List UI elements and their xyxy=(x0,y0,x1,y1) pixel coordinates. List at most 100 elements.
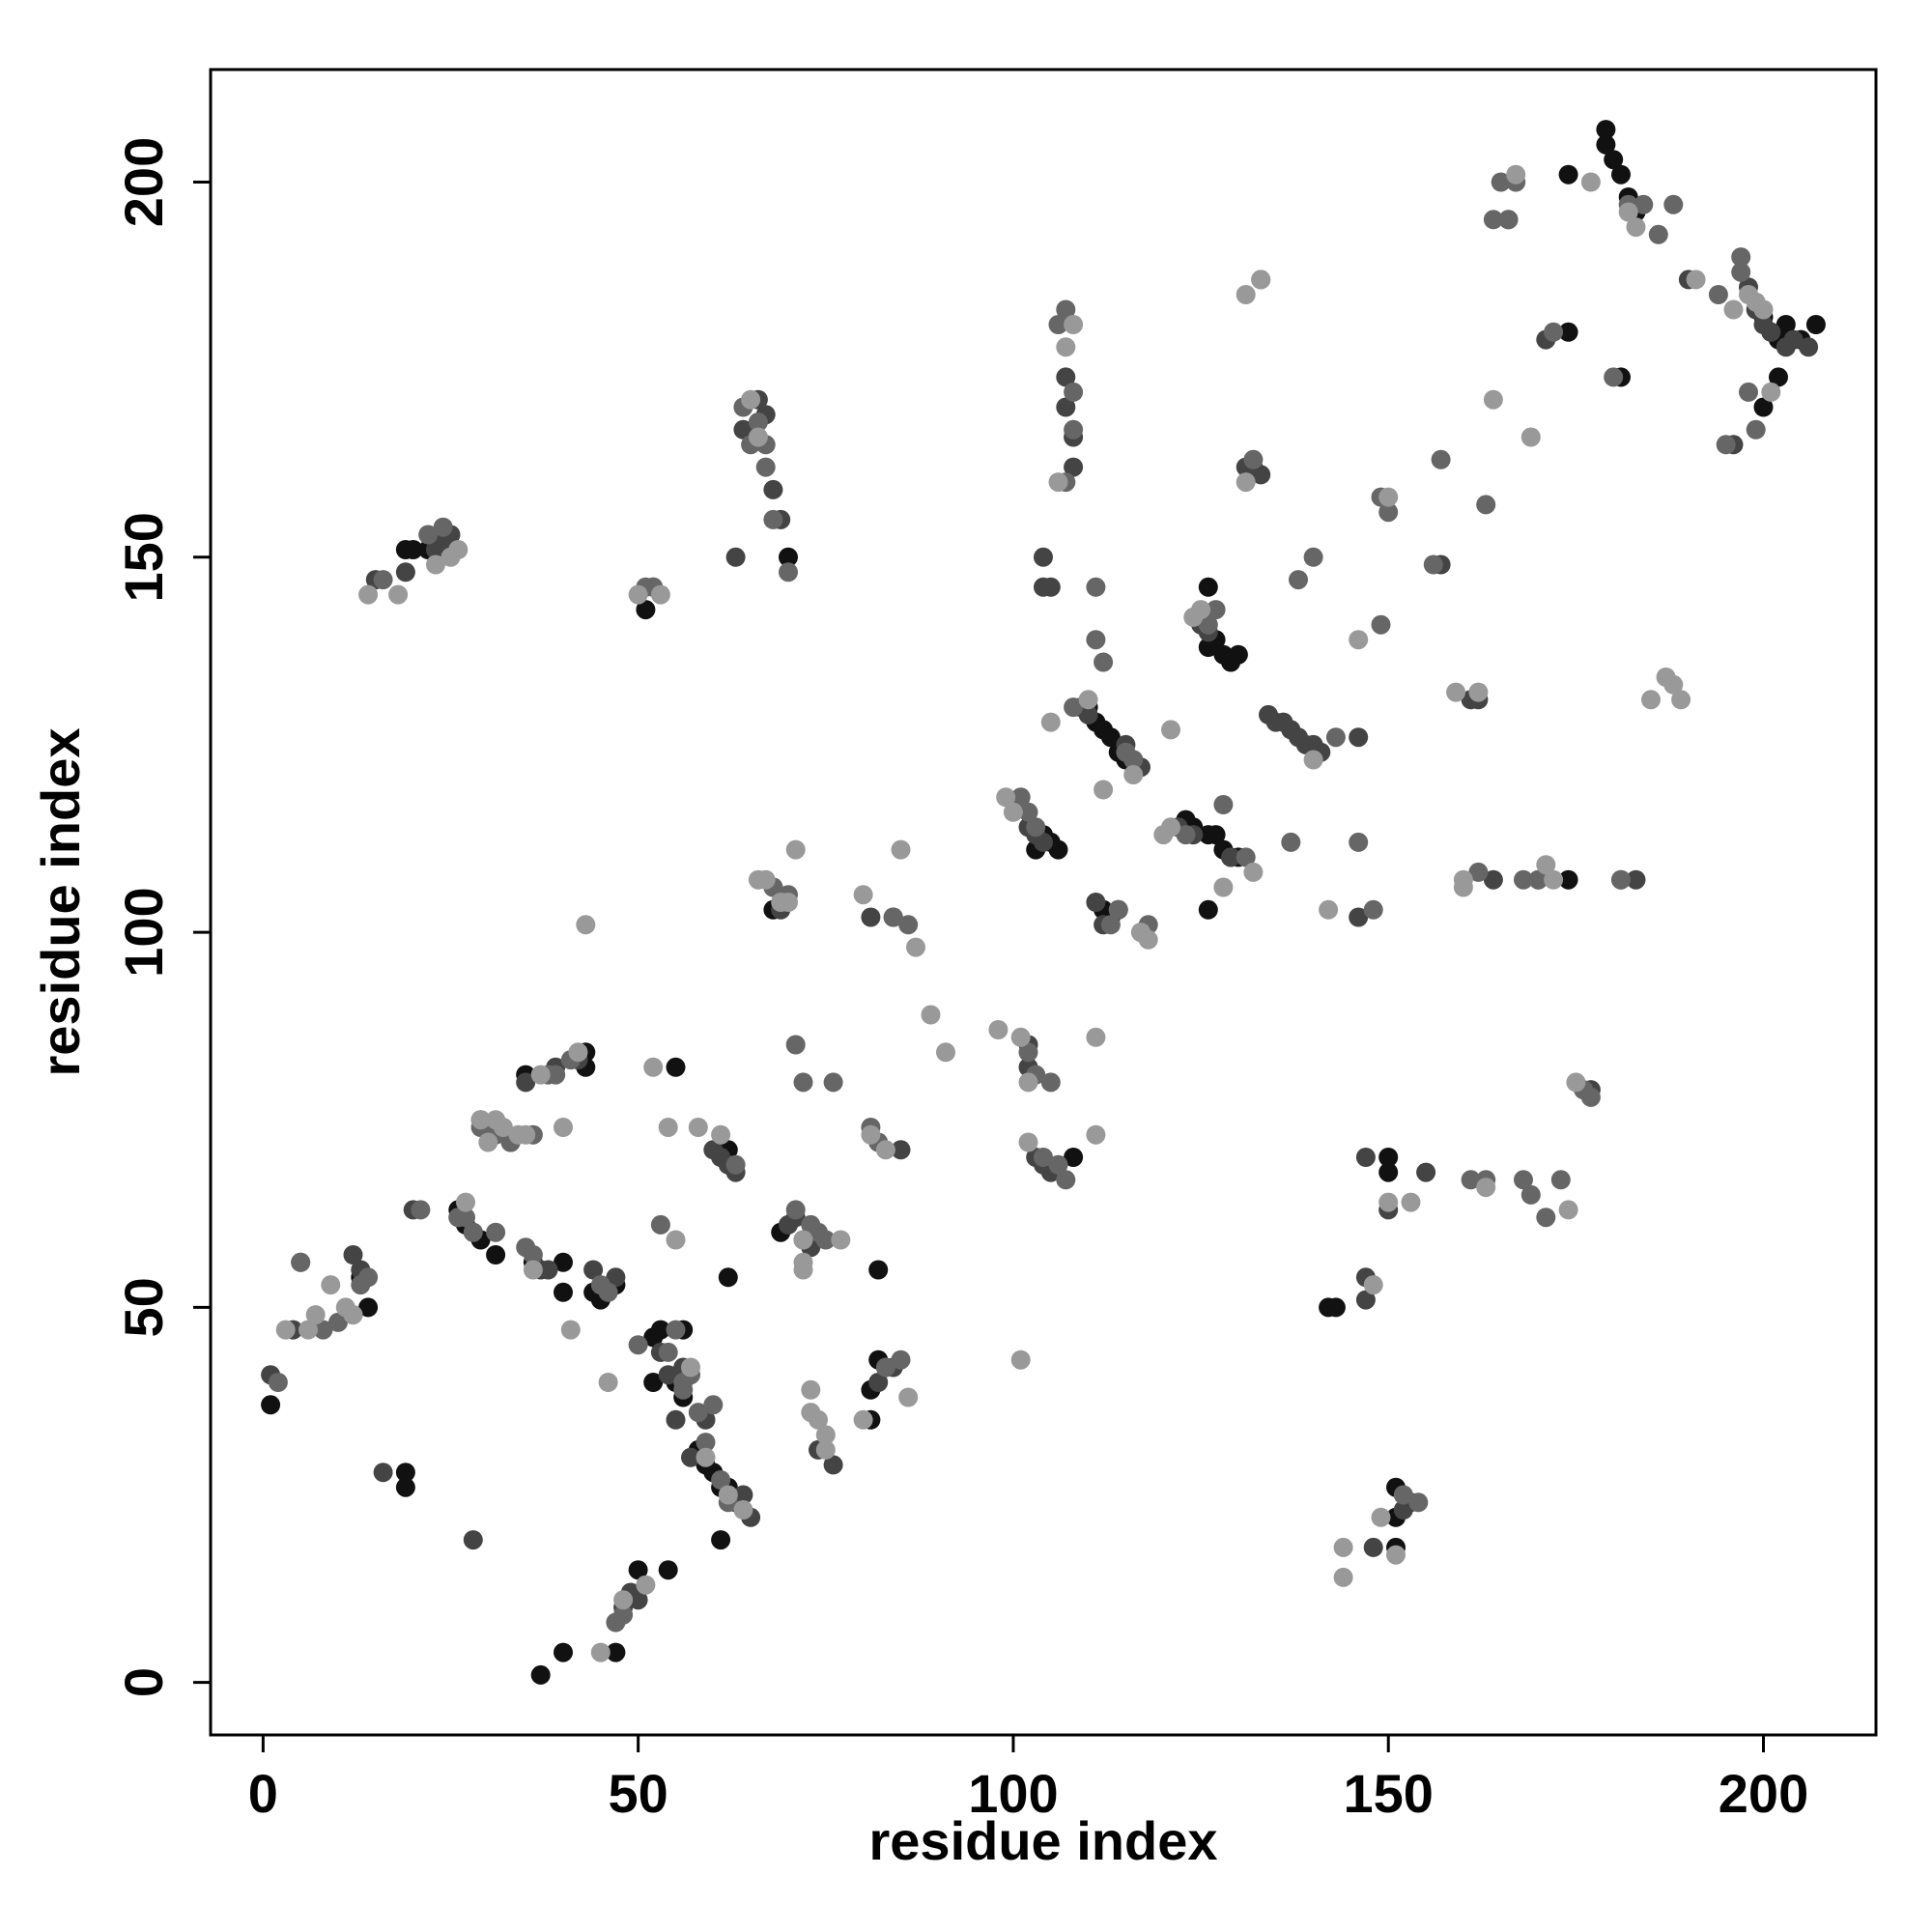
data-point xyxy=(1393,1485,1413,1505)
data-point xyxy=(546,1065,566,1085)
data-point xyxy=(688,1118,708,1137)
data-point xyxy=(1123,750,1144,770)
data-point xyxy=(1236,847,1256,867)
y-axis-label: residue index xyxy=(30,727,91,1076)
data-point xyxy=(1289,570,1308,590)
y-tick-label: 0 xyxy=(113,1667,174,1697)
data-point xyxy=(861,907,881,927)
y-axis-ticks: 0 50 100 150 200 xyxy=(113,137,211,1697)
x-tick-label: 200 xyxy=(1719,1763,1808,1824)
data-point xyxy=(1040,1072,1061,1093)
data-point xyxy=(1161,817,1180,838)
data-point xyxy=(666,1320,686,1340)
data-point xyxy=(1761,382,1781,402)
data-point xyxy=(1514,869,1533,890)
data-point xyxy=(1641,690,1661,710)
data-point xyxy=(785,1200,806,1220)
data-point xyxy=(1544,322,1564,342)
data-point xyxy=(1018,1072,1038,1093)
data-point xyxy=(1064,697,1084,718)
data-point xyxy=(1596,120,1616,140)
data-point xyxy=(395,562,415,582)
x-tick-label: 0 xyxy=(248,1763,278,1824)
data-point xyxy=(1769,367,1788,387)
data-point xyxy=(516,1124,536,1145)
data-point xyxy=(1663,194,1684,214)
data-point xyxy=(1753,397,1774,417)
data-point xyxy=(523,1260,543,1280)
data-point xyxy=(478,1132,498,1152)
data-point xyxy=(1461,1170,1481,1190)
data-point xyxy=(1056,1170,1076,1190)
data-point xyxy=(733,1500,753,1520)
data-point xyxy=(1100,727,1121,748)
data-point xyxy=(516,1072,536,1093)
data-point xyxy=(426,554,445,575)
data-point xyxy=(1401,1192,1421,1212)
data-point xyxy=(1746,419,1766,440)
data-point xyxy=(1423,554,1443,575)
data-point xyxy=(1799,337,1819,357)
data-point xyxy=(1634,194,1654,214)
data-point xyxy=(358,584,379,605)
data-point xyxy=(1416,1162,1436,1182)
data-point xyxy=(1094,652,1114,672)
data-point xyxy=(711,1124,731,1145)
data-point xyxy=(1086,1124,1106,1145)
data-point xyxy=(1086,630,1106,650)
data-point xyxy=(1558,322,1578,342)
data-point xyxy=(1243,862,1264,882)
data-point xyxy=(530,1065,551,1085)
data-point xyxy=(1498,210,1519,230)
data-point xyxy=(891,839,911,860)
data-point xyxy=(486,1222,506,1242)
data-point xyxy=(1520,1184,1541,1205)
data-point xyxy=(1018,1042,1038,1063)
data-point xyxy=(1349,832,1369,852)
data-point xyxy=(666,1409,686,1430)
data-point xyxy=(456,1208,475,1228)
x-tick-label: 150 xyxy=(1344,1763,1434,1824)
data-point xyxy=(583,1260,604,1280)
data-point xyxy=(779,562,798,582)
data-point xyxy=(1363,899,1383,920)
data-point xyxy=(433,517,453,537)
data-point xyxy=(1176,825,1196,845)
data-point xyxy=(1611,164,1631,185)
data-point xyxy=(1514,1170,1533,1190)
data-point xyxy=(853,885,873,905)
data-point xyxy=(1558,164,1578,185)
data-point xyxy=(696,1433,716,1453)
data-point xyxy=(1378,502,1399,523)
data-point xyxy=(1064,315,1084,334)
data-point xyxy=(1108,899,1128,920)
data-point xyxy=(275,1320,296,1340)
data-point xyxy=(463,1530,483,1550)
data-point xyxy=(755,457,776,477)
x-axis-ticks: 0 50 100 150 200 xyxy=(248,1735,1808,1824)
data-point xyxy=(1626,217,1646,238)
data-point xyxy=(1604,150,1624,170)
data-point xyxy=(1476,495,1496,515)
data-point xyxy=(673,1379,694,1400)
data-point xyxy=(696,1447,716,1467)
data-point xyxy=(823,1072,843,1093)
data-point xyxy=(554,1118,573,1137)
data-point xyxy=(313,1320,333,1340)
data-point xyxy=(831,1230,851,1250)
data-point xyxy=(388,584,409,605)
data-point xyxy=(448,540,469,559)
data-point xyxy=(395,1477,415,1497)
data-point xyxy=(658,1118,678,1137)
data-point xyxy=(688,1403,708,1423)
data-point xyxy=(1671,690,1691,710)
data-point xyxy=(1520,427,1541,447)
data-point xyxy=(1243,449,1264,469)
y-tick-label: 50 xyxy=(113,1277,174,1337)
points-layer xyxy=(261,120,1826,1685)
data-point xyxy=(1536,1208,1556,1228)
data-point xyxy=(658,1342,678,1362)
data-point xyxy=(1086,1027,1106,1047)
data-point xyxy=(1086,893,1106,912)
data-point xyxy=(1040,712,1061,732)
